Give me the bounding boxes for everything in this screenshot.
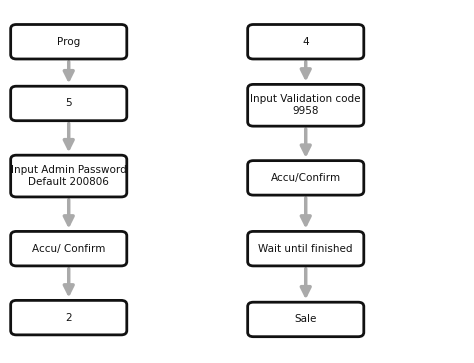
Text: 2: 2 xyxy=(65,313,72,323)
FancyBboxPatch shape xyxy=(247,160,364,195)
FancyBboxPatch shape xyxy=(247,232,364,266)
Text: 5: 5 xyxy=(65,98,72,109)
Text: Accu/Confirm: Accu/Confirm xyxy=(271,173,341,183)
FancyBboxPatch shape xyxy=(10,155,127,197)
FancyBboxPatch shape xyxy=(10,86,127,121)
Text: Wait until finished: Wait until finished xyxy=(258,244,353,254)
Text: Accu/ Confirm: Accu/ Confirm xyxy=(32,244,105,254)
FancyBboxPatch shape xyxy=(247,85,364,126)
FancyBboxPatch shape xyxy=(10,25,127,59)
Text: Prog: Prog xyxy=(57,37,81,47)
Text: Sale: Sale xyxy=(294,314,317,325)
FancyBboxPatch shape xyxy=(10,301,127,335)
FancyBboxPatch shape xyxy=(247,25,364,59)
Text: 4: 4 xyxy=(302,37,309,47)
FancyBboxPatch shape xyxy=(10,232,127,266)
FancyBboxPatch shape xyxy=(247,302,364,337)
Text: Input Validation code
9958: Input Validation code 9958 xyxy=(250,94,361,116)
Text: Input Admin Password
Default 200806: Input Admin Password Default 200806 xyxy=(11,165,127,187)
